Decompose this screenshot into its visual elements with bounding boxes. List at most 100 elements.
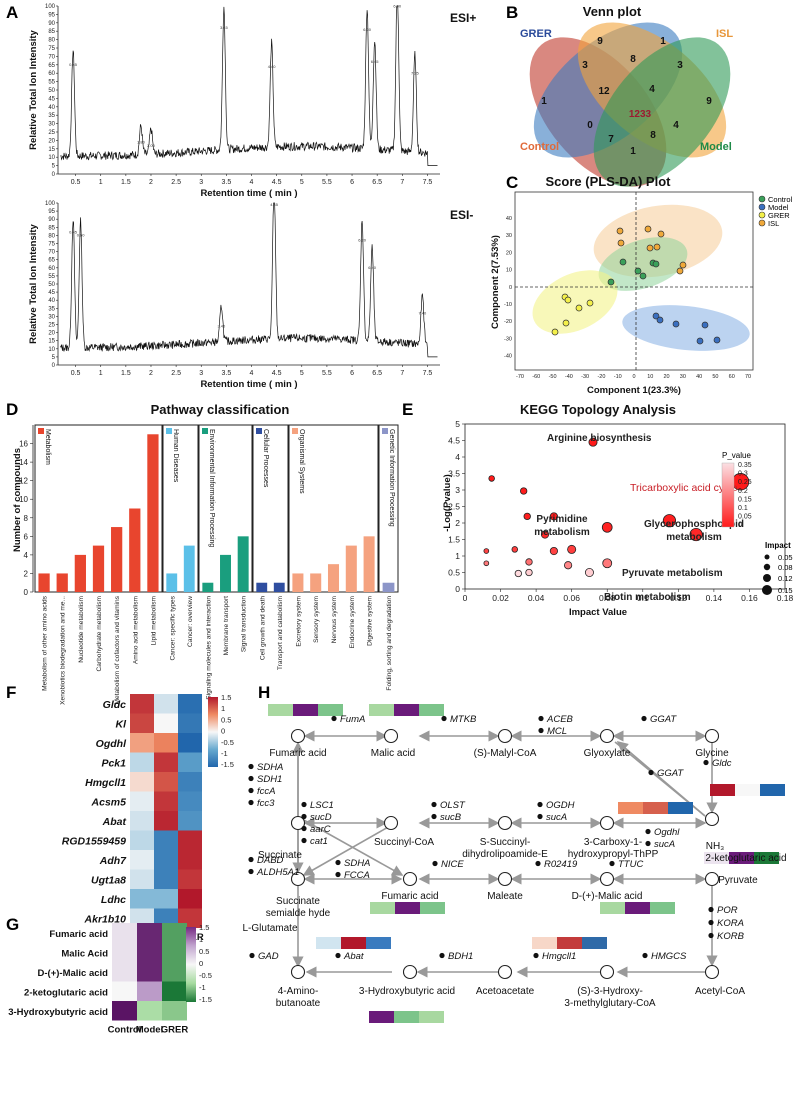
pathway-bubble — [488, 475, 495, 482]
x-tick-label: 3.5 — [222, 179, 232, 186]
scale-tick: -1 — [199, 983, 206, 992]
heatmap-cell — [112, 942, 137, 962]
x-tick-label: 7.5 — [423, 179, 433, 186]
y-tick-label: 60 — [48, 71, 55, 77]
expression-cell — [754, 852, 779, 864]
enzyme-label: SDHA — [344, 858, 370, 869]
x-tick-label: 0.04 — [528, 593, 545, 603]
enzyme-label: SDH1 — [257, 774, 282, 785]
heatmap-cell — [130, 811, 154, 831]
enzyme-label: fcc3 — [257, 798, 275, 809]
x-tick-label: 0.5 — [71, 370, 81, 377]
x-axis-label: Retention time ( min ) — [200, 379, 297, 390]
y-tick-label: 10 — [48, 155, 55, 161]
enzyme-label: POR — [717, 905, 738, 916]
y-tick-label: 30 — [48, 314, 55, 320]
y-tick-label: -30 — [504, 336, 512, 342]
venn-count: 4 — [673, 120, 679, 131]
x-tick-label: 0.18 — [777, 593, 794, 603]
y-tick-label: -10 — [504, 302, 512, 308]
gene-heatmap: Gldc Kl Ogdhl Pck1 Hmgcll1 Acsm5 Abat RGD155945… — [62, 694, 204, 943]
y-tick-label: 10 — [19, 495, 28, 504]
scale-tick: 0.5 — [199, 947, 209, 956]
x-tick-label: Amino acid metabolism — [132, 596, 139, 665]
y-tick-label: 0 — [509, 285, 512, 291]
venn-count: 1 — [630, 146, 636, 157]
x-tick-label: 0.5 — [71, 179, 81, 186]
pvalue-tick: 0.15 — [738, 496, 752, 503]
y-tick-label: 2.5 — [448, 502, 460, 512]
pvalue-tick: 0.1 — [738, 505, 748, 512]
x-tick-label: 10 — [647, 374, 653, 380]
x-tick-label: 1 — [99, 179, 103, 186]
heatmap-cell — [112, 981, 137, 1001]
x-tick-label: Folding, sorting and degradation — [386, 596, 393, 691]
met-maleate: Maleate — [487, 891, 523, 902]
heatmap-cell — [178, 811, 202, 831]
y-tick-label: 4 — [24, 551, 29, 560]
x-tick-label: Nucleotide metabolism — [78, 595, 85, 662]
scale-tick: 0 — [221, 727, 225, 736]
heatmap-cell — [130, 772, 154, 792]
venn-count: 12 — [598, 86, 610, 97]
heatmap-cell — [178, 869, 202, 889]
enzyme-dot — [537, 801, 543, 808]
plsda-xlabel: Component 1(23.3%) — [587, 385, 681, 396]
enzyme-label: SDHA — [257, 762, 283, 773]
y-tick-label: 80 — [48, 38, 55, 44]
category-group-label: Organismal Systems — [298, 429, 305, 494]
metabolite-label: Fumaric acid — [49, 929, 108, 940]
y-tick-label: 75 — [48, 242, 55, 248]
enzyme-label: Hmgcll1 — [542, 951, 576, 962]
scale-tick: 1 — [199, 935, 203, 944]
y-tick-label: 35 — [48, 306, 55, 312]
x-tick-label: Lipid metabolism — [150, 596, 157, 646]
bar — [38, 573, 50, 592]
peak-label: 6.40 — [368, 265, 377, 270]
category-key — [166, 428, 172, 434]
y-tick-label: 10 — [48, 347, 55, 353]
peak-label: 6.90 — [393, 3, 402, 8]
pathway-bubble — [602, 558, 613, 569]
x-tick-label: 5 — [300, 370, 304, 377]
category-group-label: Cellular Processes — [262, 429, 269, 488]
x-tick-label: Metabolism of other amino acids — [42, 595, 49, 691]
metabolite-label: 2-ketoglutaric acid — [24, 987, 108, 998]
y-tick-label: 4.5 — [448, 436, 460, 446]
y-tick-label: -40 — [504, 354, 512, 360]
pathway-bubble — [662, 514, 677, 528]
venn-title: Venn plot — [583, 4, 642, 19]
x-tick-label: Sensory system — [313, 595, 320, 642]
enzyme-dot — [301, 801, 307, 808]
x-tick-label: 4 — [250, 179, 254, 186]
enzyme-label: sucA — [654, 839, 675, 850]
y-tick-label: 5 — [52, 355, 56, 361]
enzyme-label: NICE — [441, 859, 464, 870]
x-tick-label: 0.16 — [741, 593, 758, 603]
expression-cell — [394, 1011, 419, 1023]
scale-tick: -0.5 — [221, 738, 234, 747]
y-tick-label: 100 — [45, 4, 56, 10]
expression-cell — [366, 937, 391, 949]
enzyme-label: Gldc — [712, 758, 732, 769]
venn-count: 9 — [706, 96, 712, 107]
category-group-label: Genetic Information Processing — [388, 429, 395, 527]
panel-letter-h: H — [258, 683, 270, 702]
enzyme-label: ACEB — [546, 714, 574, 725]
peak-label: 0.60 — [77, 233, 86, 238]
expression-cell — [625, 902, 650, 914]
expression-cell — [419, 1011, 444, 1023]
x-tick-label: -20 — [597, 374, 605, 380]
expression-cell — [704, 852, 729, 864]
heatmap-cell — [130, 850, 154, 870]
y-tick-label: 95 — [48, 209, 55, 215]
enzyme-label: LSC1 — [310, 800, 334, 811]
enzyme-label: FumA — [340, 714, 365, 725]
pathway-bubble — [689, 527, 703, 542]
pvalue-title: P_value — [722, 451, 751, 460]
gene-label: Gldc — [103, 699, 126, 711]
x-tick-label: 2.5 — [171, 370, 181, 377]
x-tick-label: 4 — [250, 370, 254, 377]
enzyme-label: fccA — [257, 786, 275, 797]
